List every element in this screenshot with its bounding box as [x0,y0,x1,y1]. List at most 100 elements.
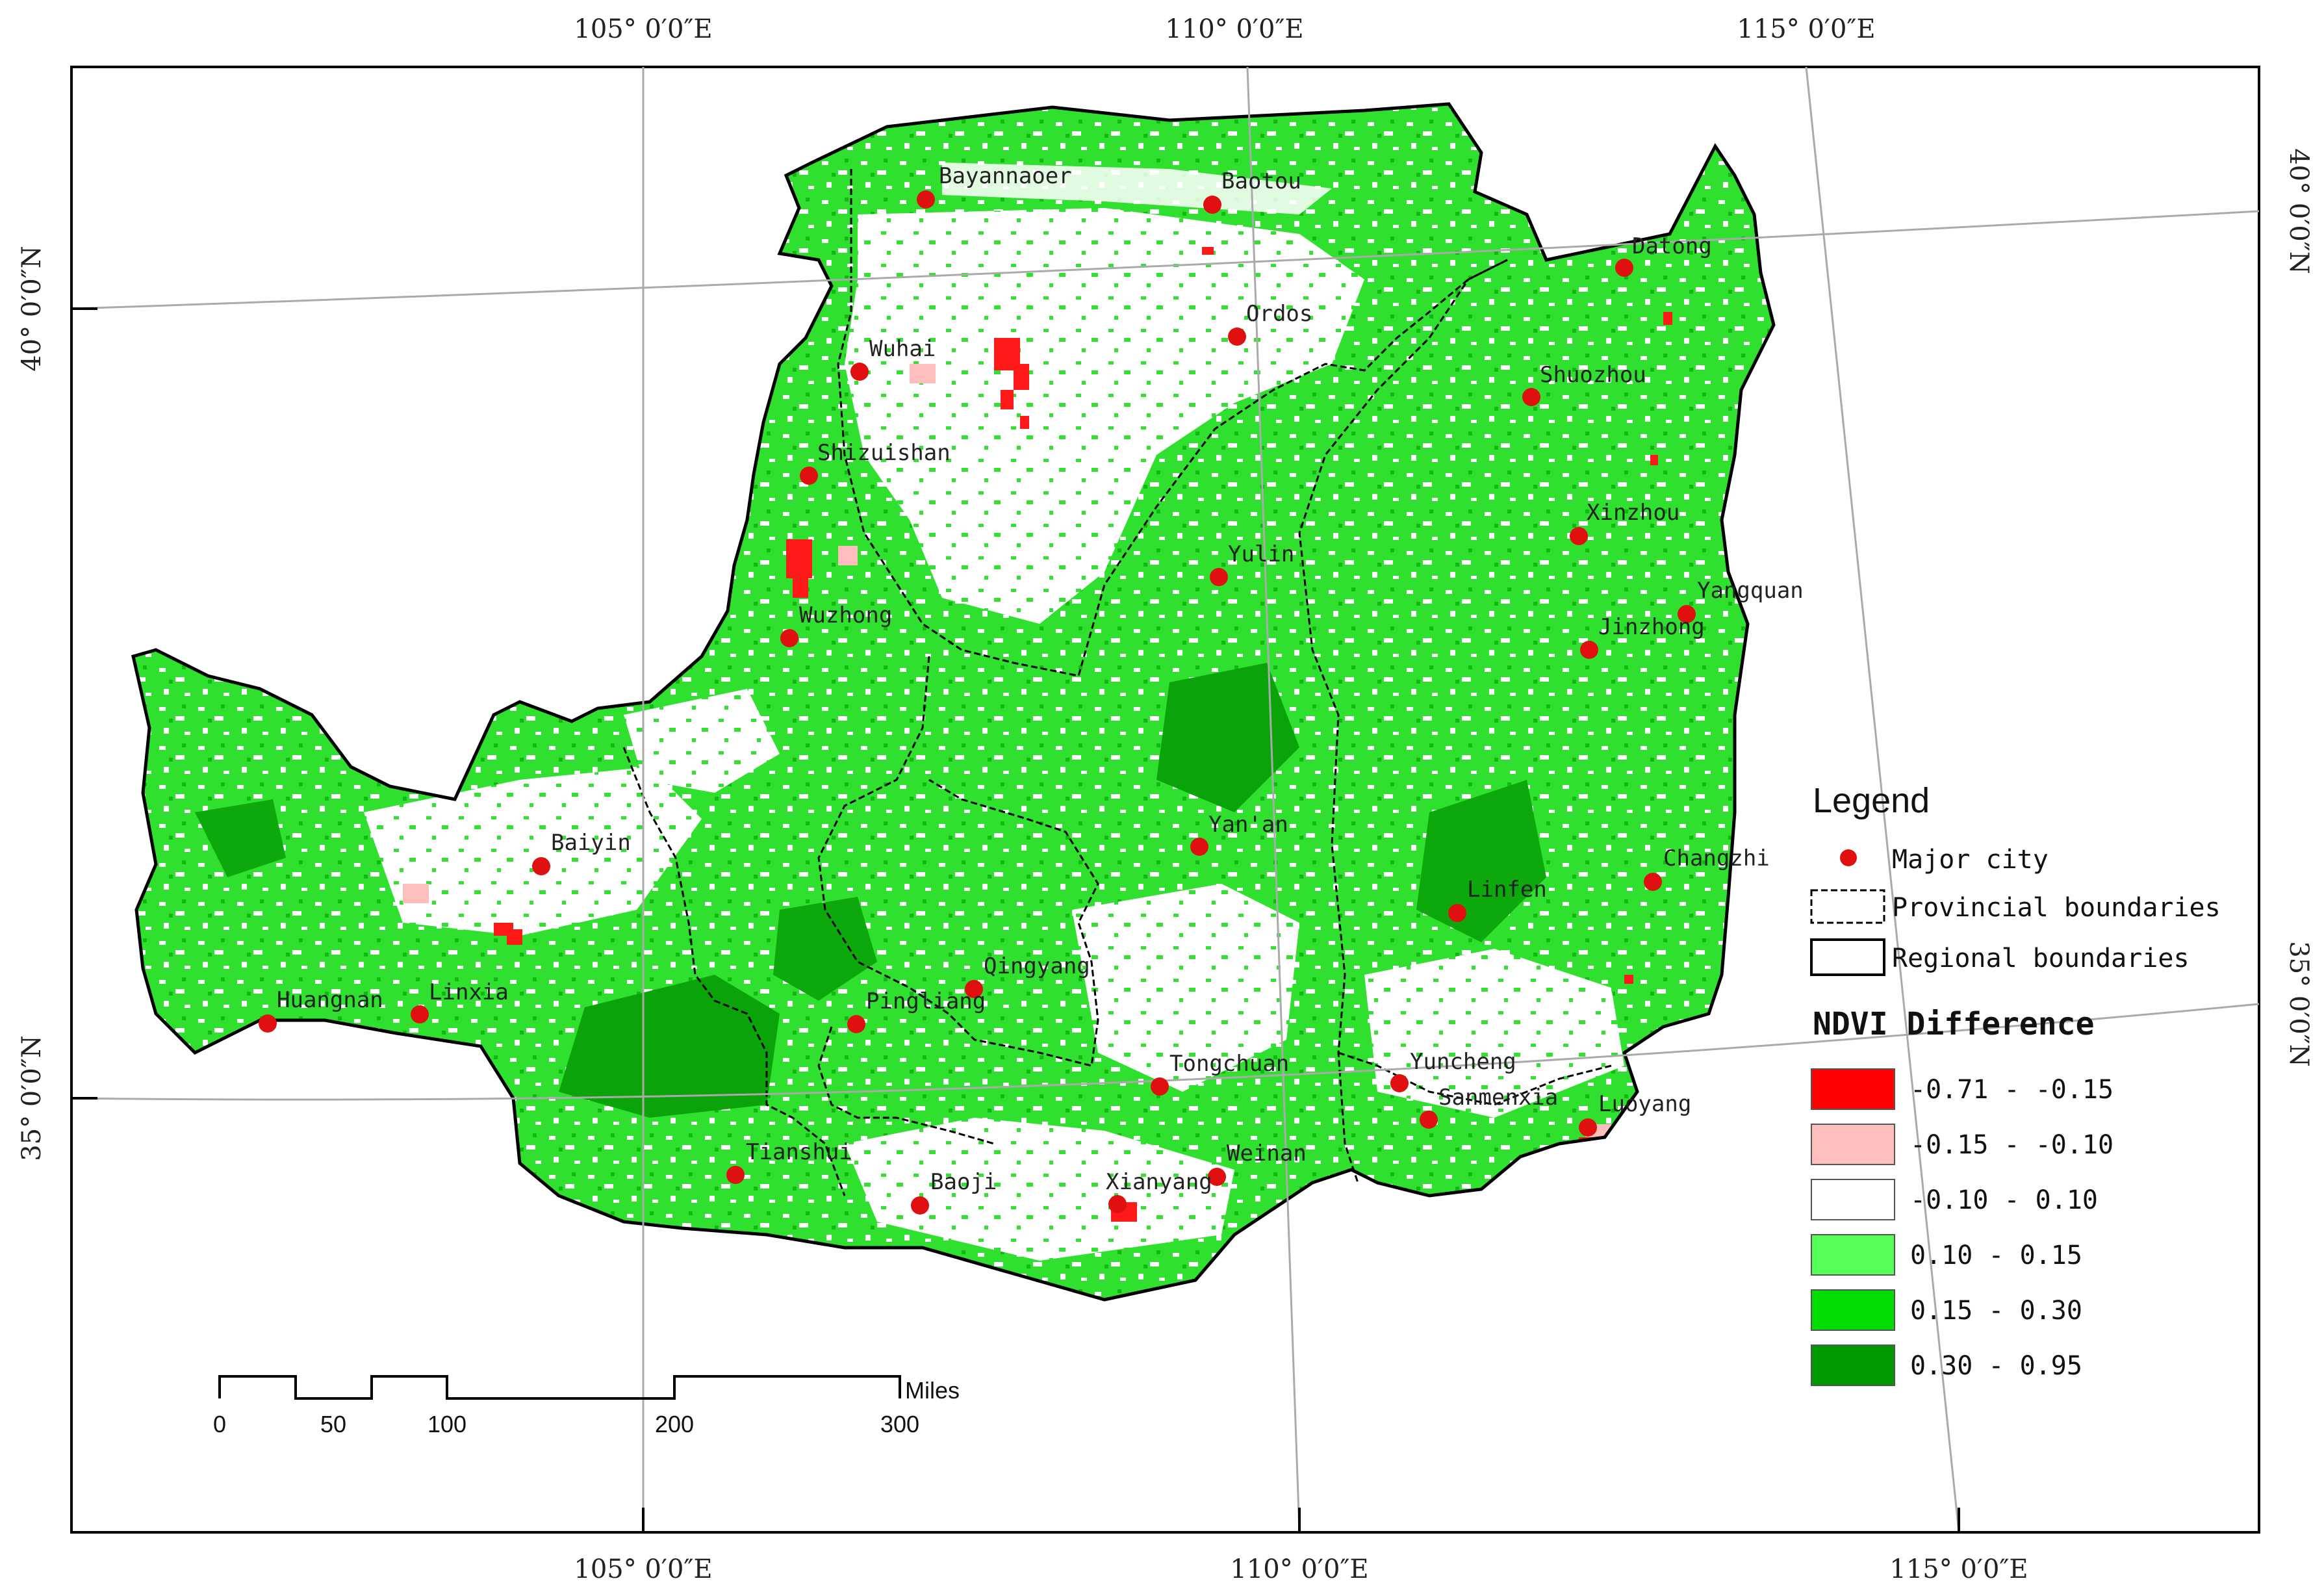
city-sanmenxia[interactable]: Sanmenxia [1420,1085,1558,1129]
city-baoji[interactable]: Baoji [911,1169,997,1215]
svg-text:Pingliang: Pingliang [866,988,986,1014]
city-weinan[interactable]: Weinan [1208,1140,1307,1186]
city-yangquan[interactable]: Yangquan [1678,578,1804,623]
city-changzhi[interactable]: Changzhi [1644,845,1770,891]
svg-text:Huangnan: Huangnan [277,987,383,1013]
svg-text:Baoji: Baoji [930,1169,997,1195]
cities: Bayannaoer Baotou Datong Ordos Wuhai Shu… [259,163,1804,1215]
ndvi-legend-title: NDVI Difference [1813,1006,2094,1042]
ndvi-class-6: 0.30 - 0.95 [1811,1345,2082,1386]
city-linxia[interactable]: Linxia [411,979,509,1023]
city-linfen[interactable]: Linfen [1448,877,1547,922]
strong-increase-zone-5 [195,799,286,877]
ndvi-label-3: -0.10 - 0.10 [1910,1185,2098,1215]
strong-increase-zone-2 [1156,663,1299,812]
city-huangnan[interactable]: Huangnan [259,987,383,1033]
svg-text:Qingyang: Qingyang [984,953,1090,979]
svg-text:Xinzhou: Xinzhou [1587,500,1679,526]
graticule-labels: 105° 0′0″E 110° 0′0″E 115° 0′0″E 105° 0′… [17,14,2314,1584]
svg-text:Linfen: Linfen [1467,877,1547,903]
svg-text:Wuhai: Wuhai [869,336,936,362]
ndvi-swatch-5 [1811,1289,1895,1331]
scale-tick-200: 200 [655,1411,694,1437]
ndvi-label-6: 0.30 - 0.95 [1910,1351,2082,1381]
bottom-label-105: 105° 0′0″E [574,1554,712,1584]
bottom-label-110: 110° 0′0″E [1230,1554,1368,1584]
top-label-115: 115° 0′0″E [1737,14,1875,44]
city-shizuishan[interactable]: Shizuishan [800,440,951,485]
city-datong[interactable]: Datong [1615,233,1712,277]
no-change-zone-northwest [624,689,780,793]
city-wuhai[interactable]: Wuhai [850,336,936,381]
regional-boundary-legend-icon [1810,938,1885,976]
svg-text:Shuozhou: Shuozhou [1540,362,1646,388]
svg-text:Linxia: Linxia [429,979,509,1005]
city-baiyin[interactable]: Baiyin [532,830,631,875]
scale-tick-50: 50 [320,1411,346,1437]
ndvi-class-2: -0.15 - -0.10 [1811,1124,2113,1165]
city-jinzhong[interactable]: Jinzhong [1580,614,1705,659]
ndvi-class-3: -0.10 - 0.10 [1811,1179,2098,1220]
ndvi-class-1: -0.71 - -0.15 [1811,1068,2113,1110]
svg-text:Shizuishan: Shizuishan [817,440,951,466]
svg-text:Sanmenxia: Sanmenxia [1438,1085,1558,1111]
ndvi-label-4: 0.10 - 0.15 [1910,1241,2082,1270]
city-ordos[interactable]: Ordos [1228,301,1312,346]
city-xianyang[interactable]: Xianyang [1106,1169,1212,1213]
city-bayannaoer[interactable]: Bayannaoer [917,163,1072,209]
city-pingliang[interactable]: Pingliang [847,988,986,1033]
left-label-40: 40° 0′0″N [17,246,47,372]
city-yuncheng[interactable]: Yuncheng [1390,1049,1516,1092]
city-yulin[interactable]: Yulin [1210,541,1294,586]
svg-text:Luoyang: Luoyang [1598,1091,1691,1117]
scale-tick-300: 300 [880,1411,919,1437]
svg-text:Tianshui: Tianshui [746,1139,852,1165]
ndvi-swatch-2 [1811,1124,1895,1165]
no-change-zone-west [364,767,702,936]
ndvi-class-4: 0.10 - 0.15 [1811,1234,2082,1276]
bottom-label-115: 115° 0′0″E [1889,1554,2028,1584]
city-luoyang[interactable]: Luoyang [1579,1091,1691,1137]
no-change-zone-hetao [942,162,1332,214]
strong-increase-zone-1 [559,975,780,1118]
no-change-zone-centre [1072,884,1299,1092]
ndvi-class-5: 0.15 - 0.30 [1811,1289,2082,1331]
ndvi-swatch-1 [1811,1068,1895,1110]
svg-text:Datong: Datong [1632,233,1712,259]
city-tongchuan[interactable]: Tongchuan [1151,1051,1289,1096]
no-change-zone-south [845,1118,1234,1261]
ndvi-swatch-6 [1811,1345,1895,1386]
graticule [71,66,2260,1533]
regional-boundary [131,102,1776,1302]
svg-text:Ordos: Ordos [1246,301,1312,327]
city-xinzhou[interactable]: Xinzhou [1570,500,1679,545]
scale-bar-segments [218,1375,901,1400]
svg-text:Yan'an: Yan'an [1208,812,1288,838]
svg-text:Baotou: Baotou [1221,168,1301,194]
right-label-40: 40° 0′0″N [2284,148,2314,274]
ndvi-label-1: -0.71 - -0.15 [1910,1075,2113,1105]
city-qingyang[interactable]: Qingyang [965,953,1090,998]
strong-increase-zone-3 [1416,780,1546,942]
svg-text:Yangquan: Yangquan [1697,578,1804,604]
legend: Legend Major city Provincial boundaries … [1810,781,2221,1386]
svg-text:Wuzhong: Wuzhong [799,602,892,628]
city-tianshui[interactable]: Tianshui [726,1139,852,1184]
right-label-35: 35° 0′0″N [2284,941,2314,1067]
scale-unit: Miles [905,1377,960,1404]
ndvi-label-2: -0.15 - -0.10 [1910,1130,2113,1160]
legend-provincial: Provincial boundaries [1892,893,2221,923]
city-yanan[interactable]: Yan'an [1190,812,1288,856]
city-baotou[interactable]: Baotou [1203,168,1301,214]
no-change-zone-east [1364,949,1624,1118]
ndvi-label-5: 0.15 - 0.30 [1910,1296,2082,1326]
no-change-zone-north [845,208,1364,624]
legend-title: Legend [1813,781,1930,820]
svg-text:Yulin: Yulin [1228,541,1294,567]
svg-text:Baiyin: Baiyin [551,830,631,856]
city-wuzhong[interactable]: Wuzhong [780,602,892,647]
top-label-105: 105° 0′0″E [574,14,712,44]
svg-text:Xianyang: Xianyang [1106,1169,1212,1195]
city-shuozhou[interactable]: Shuozhou [1522,362,1646,406]
